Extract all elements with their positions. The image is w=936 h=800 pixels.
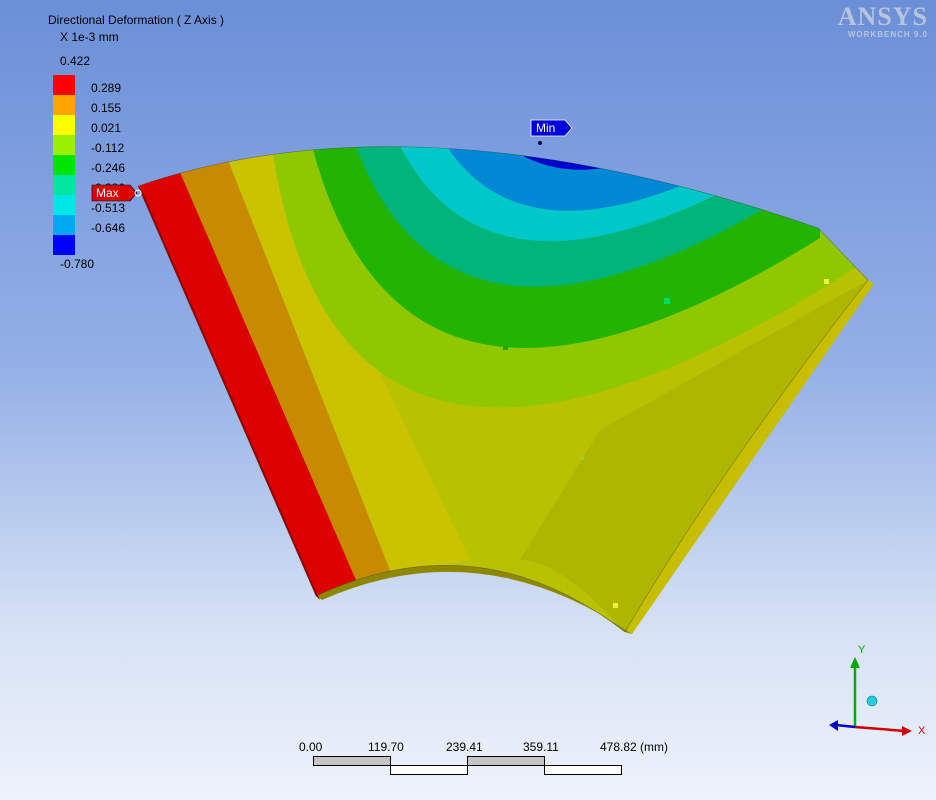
max-probe[interactable]: Max xyxy=(91,184,142,202)
node-marker xyxy=(579,455,584,460)
scale-label: 359.11 xyxy=(523,740,559,754)
scale-label: 0.00 xyxy=(299,740,323,754)
node-marker xyxy=(503,346,508,350)
logo-wordmark: ANSYS xyxy=(837,2,928,31)
model-outline xyxy=(137,146,869,633)
coordinate-triad[interactable]: Y X xyxy=(829,644,926,737)
logo-product: WORKBENCH 9.0 xyxy=(847,30,928,39)
result-title: Directional Deformation ( Z Axis ) xyxy=(48,13,225,27)
side-face-left xyxy=(138,186,320,600)
legend-band xyxy=(53,155,75,175)
legend-band xyxy=(53,195,75,215)
max-probe-label: Max xyxy=(96,186,119,200)
contour-band-yellow xyxy=(228,148,470,575)
contour-band-orange xyxy=(180,160,392,580)
ansys-logo: ANSYS WORKBENCH 9.0 xyxy=(837,2,928,40)
legend-band xyxy=(53,235,75,255)
side-face-right xyxy=(625,228,874,634)
contour-band-red xyxy=(138,172,356,596)
scale-label: 119.70 xyxy=(368,740,404,754)
legend-tick: 0.289 xyxy=(91,81,122,95)
legend-band xyxy=(53,75,75,95)
node-marker xyxy=(824,279,829,284)
scale-segment xyxy=(467,756,545,766)
triad-y-label: Y xyxy=(858,644,866,656)
scale-label: 239.41 xyxy=(446,740,483,754)
scale-segment xyxy=(544,765,622,775)
legend-min-value: -0.780 xyxy=(60,257,95,271)
scale-segment xyxy=(390,765,468,775)
legend-band xyxy=(53,175,75,195)
legend-band xyxy=(53,115,75,135)
contour-band-olive xyxy=(520,280,868,632)
legend-tick: -0.112 xyxy=(91,141,125,155)
node-marker xyxy=(664,298,670,304)
result-unit: X 1e-3 mm xyxy=(60,30,119,44)
legend-band xyxy=(53,215,75,235)
legend-tick: -0.513 xyxy=(91,201,126,215)
triad-x-label: X xyxy=(918,725,926,737)
node-marker xyxy=(613,603,618,608)
scale-segment xyxy=(313,756,391,766)
legend-max-value: 0.422 xyxy=(60,54,91,68)
legend-tick: -0.246 xyxy=(91,161,126,175)
deformation-contour[interactable] xyxy=(137,100,900,634)
min-probe-label: Min xyxy=(536,121,555,135)
legend-tick: -0.646 xyxy=(91,221,126,235)
min-probe[interactable]: Min xyxy=(530,119,573,145)
legend-band xyxy=(53,95,75,115)
legend-band xyxy=(53,135,75,155)
legend-tick: 0.155 xyxy=(91,101,122,115)
legend-tick: 0.021 xyxy=(91,121,122,135)
scale-label: 478.82 (mm) xyxy=(600,740,669,754)
